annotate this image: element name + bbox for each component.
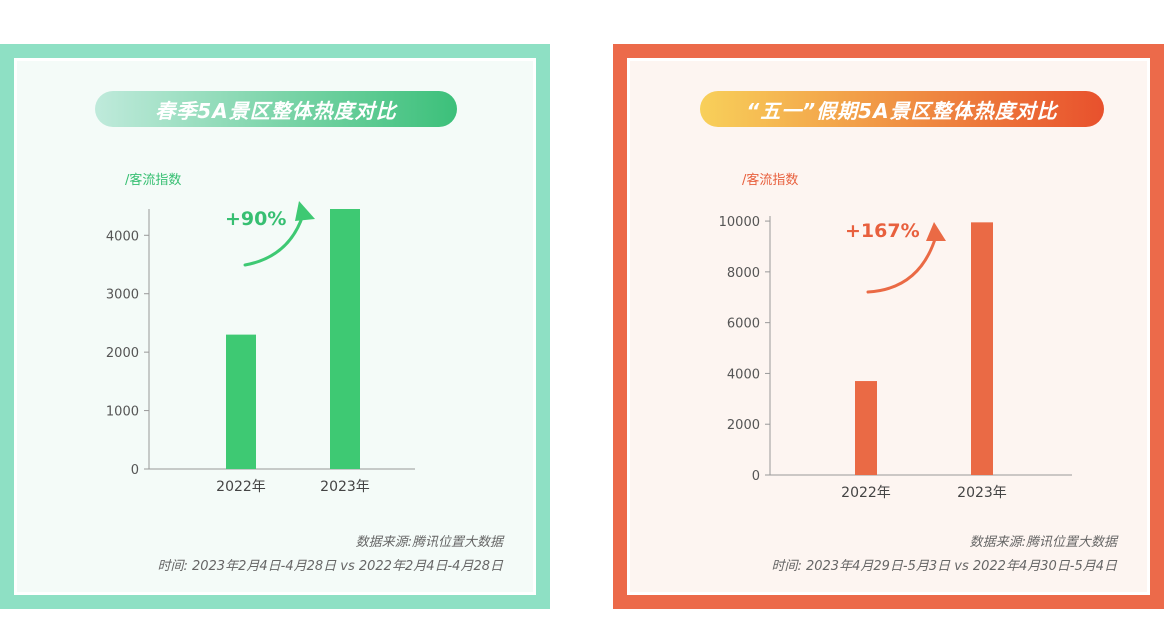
- x-tick-label: 2022年: [216, 479, 266, 495]
- growth-arrow-head-icon: [926, 222, 946, 241]
- y-tick-label: 10000: [719, 215, 760, 230]
- spring-chart-title: 春季5A景区整体热度对比: [95, 91, 457, 127]
- spring-time-range: 时间: 2023年2月4日-4月28日 vs 2022年2月4日-4月28日: [157, 559, 503, 574]
- y-tick-label: 6000: [727, 317, 760, 332]
- mayday-time-range: 时间: 2023年4月29日-5月3日 vs 2022年4月30日-5月4日: [771, 559, 1117, 574]
- mayday-chart-card: “五一”假期5A景区整体热度对比 /客流指数 0 2000 4000 6000 8000 1…: [625, 56, 1152, 597]
- y-tick-label: 0: [131, 463, 139, 478]
- x-tick-label: 2022年: [841, 485, 891, 501]
- mayday-data-source: 数据来源:腾讯位置大数据: [969, 535, 1117, 550]
- mayday-chart-title: “五一”假期5A景区整体热度对比: [700, 91, 1104, 127]
- y-tick-label: 0: [752, 469, 760, 484]
- x-tick-label: 2023年: [957, 485, 1007, 501]
- bar-2023年: [971, 222, 993, 475]
- mayday-chart-panel: “五一”假期5A景区整体热度对比 /客流指数 0 2000 4000 6000 8000 1…: [613, 44, 1164, 609]
- growth-arrow-curve: [866, 234, 938, 294]
- y-unit-label: /客流指数: [742, 172, 798, 188]
- growth-percentage-label: +90%: [225, 208, 286, 230]
- y-tick-label: 3000: [106, 288, 139, 303]
- mayday-bar-chart: /客流指数 0 2000 4000 6000 8000 10000 2022年 2023年 +16…: [719, 172, 1072, 501]
- spring-data-source: 数据来源:腾讯位置大数据: [355, 535, 503, 550]
- bar-2022年: [855, 381, 877, 475]
- y-tick-label: 4000: [106, 229, 139, 244]
- y-tick-label: 2000: [106, 346, 139, 361]
- growth-arrow-head-icon: [295, 201, 315, 221]
- y-tick-label: 2000: [727, 418, 760, 433]
- y-tick-label: 4000: [727, 367, 760, 382]
- y-tick-label: 8000: [727, 266, 760, 281]
- spring-chart-card: 春季5A景区整体热度对比 /客流指数 0 1000 2000 3000 4000 2022年…: [12, 56, 538, 597]
- bar-2022年: [226, 334, 256, 469]
- growth-percentage-label: +167%: [845, 220, 920, 242]
- growth-arrow-curve: [243, 213, 305, 267]
- spring-chart-panel: 春季5A景区整体热度对比 /客流指数 0 1000 2000 3000 4000 2022年…: [0, 44, 550, 609]
- spring-bar-chart: /客流指数 0 1000 2000 3000 4000 2022年 2023年 +90%: [106, 172, 415, 495]
- bar-2023年: [330, 209, 360, 469]
- y-tick-label: 1000: [106, 405, 139, 420]
- y-unit-label: /客流指数: [125, 172, 181, 188]
- x-tick-label: 2023年: [320, 479, 370, 495]
